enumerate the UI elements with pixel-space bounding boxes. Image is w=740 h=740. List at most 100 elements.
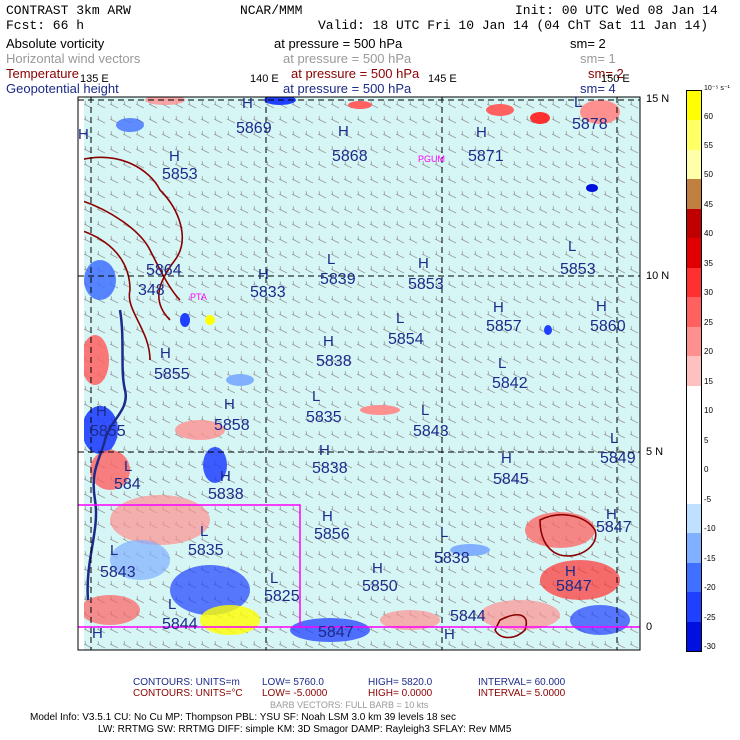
- contours-height-label: CONTOURS: UNITS=m: [133, 677, 240, 688]
- wind-barb: [369, 340, 379, 349]
- wind-barb: [564, 415, 574, 424]
- wind-barb: [590, 475, 600, 484]
- wind-barb: [629, 295, 639, 304]
- wind-barb: [317, 265, 327, 274]
- wind-barb: [512, 310, 522, 319]
- wind-barb: [239, 220, 249, 229]
- wind-barb: [161, 145, 171, 154]
- wind-barb: [486, 520, 496, 529]
- wind-barb: [616, 280, 626, 289]
- wind-barb: [395, 325, 405, 334]
- wind-barb: [343, 385, 353, 394]
- wind-barb: [538, 250, 548, 259]
- wind-barb: [161, 415, 171, 424]
- wind-barb: [486, 175, 496, 184]
- wind-barb: [317, 430, 327, 439]
- wind-barb: [616, 640, 626, 649]
- wind-barb: [629, 310, 639, 319]
- wind-barb: [564, 295, 574, 304]
- wind-barb: [330, 280, 340, 289]
- wind-barb: [577, 220, 587, 229]
- wind-barb: [369, 430, 379, 439]
- wind-barb: [265, 370, 275, 379]
- wind-barb: [512, 400, 522, 409]
- wind-barb: [356, 175, 366, 184]
- wind-barb: [551, 430, 561, 439]
- wind-barb: [551, 640, 561, 649]
- wind-barb: [187, 265, 197, 274]
- wind-barb: [369, 460, 379, 469]
- wind-barb: [538, 130, 548, 139]
- wind-barb: [252, 160, 262, 169]
- wind-barb: [109, 130, 119, 139]
- wind-barb: [278, 550, 288, 559]
- wind-barb: [473, 175, 483, 184]
- wind-barb: [174, 130, 184, 139]
- wind-barb: [564, 115, 574, 124]
- wind-barb: [499, 310, 509, 319]
- wind-barb: [486, 505, 496, 514]
- colorbar-tick-label: -30: [704, 642, 716, 652]
- wind-barb: [200, 475, 210, 484]
- wind-barb: [421, 220, 431, 229]
- wind-barb: [317, 235, 327, 244]
- wind-barb: [174, 415, 184, 424]
- height-center-marker: H: [160, 345, 171, 362]
- wind-barb: [96, 220, 106, 229]
- wind-barb: [486, 235, 496, 244]
- lon-label-150: 150 E: [601, 73, 630, 85]
- wind-barb: [330, 145, 340, 154]
- wind-barb: [148, 460, 158, 469]
- wind-barb: [538, 175, 548, 184]
- wind-barb: [109, 190, 119, 199]
- wind-barb: [239, 310, 249, 319]
- wind-barb: [473, 355, 483, 364]
- wind-barb: [382, 100, 392, 109]
- wind-barb: [577, 640, 587, 649]
- wind-barb: [603, 145, 613, 154]
- height-center-marker: L: [421, 402, 430, 419]
- colorbar-segment: [687, 356, 701, 386]
- wind-barb: [200, 130, 210, 139]
- wind-barb: [96, 505, 106, 514]
- colorbar-segment: [687, 385, 701, 416]
- model-info-line1: Model Info: V3.5.1 CU: No Cu MP: Thompso…: [30, 712, 456, 723]
- wind-barb: [161, 235, 171, 244]
- height-center-marker: H: [92, 625, 103, 642]
- wind-barb: [629, 130, 639, 139]
- wind-barb: [603, 265, 613, 274]
- colorbar-segment: [687, 120, 701, 150]
- colorbar-segment: [687, 267, 701, 298]
- wind-barb: [473, 310, 483, 319]
- wind-barb: [161, 115, 171, 124]
- wind-barb: [369, 640, 379, 649]
- wind-barb: [96, 250, 106, 259]
- wind-barb: [226, 340, 236, 349]
- wind-barb: [447, 325, 457, 334]
- wind-barb: [122, 580, 132, 589]
- height-value-label: 5869: [236, 120, 272, 137]
- wind-barb: [629, 505, 639, 514]
- wind-barb: [304, 235, 314, 244]
- wind-barb: [447, 340, 457, 349]
- wind-barb: [252, 145, 262, 154]
- colorbar-tick-label: 30: [704, 288, 713, 298]
- wind-barb: [551, 460, 561, 469]
- wind-barb: [317, 100, 327, 109]
- wind-barb: [265, 115, 275, 124]
- wind-barb: [343, 535, 353, 544]
- wind-barb: [278, 355, 288, 364]
- wind-barb: [330, 115, 340, 124]
- wind-barb: [629, 100, 639, 109]
- wind-barb: [356, 535, 366, 544]
- wind-barb: [291, 400, 301, 409]
- wind-barb: [330, 430, 340, 439]
- wind-barb: [447, 460, 457, 469]
- wind-barb: [577, 505, 587, 514]
- wind-barb: [278, 505, 288, 514]
- wind-barb: [577, 280, 587, 289]
- wind-barb: [603, 340, 613, 349]
- wind-barb: [577, 400, 587, 409]
- wind-barb: [330, 100, 340, 109]
- wind-barb: [239, 325, 249, 334]
